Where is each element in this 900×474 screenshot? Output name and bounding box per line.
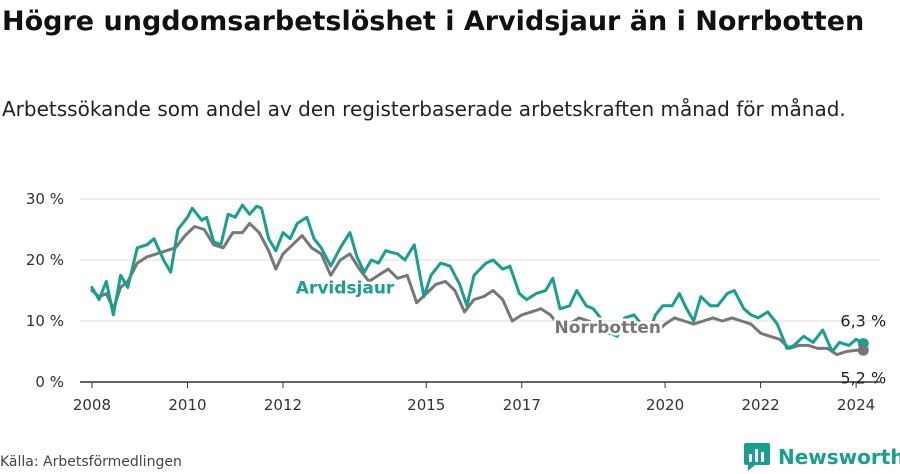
x-tick-label: 2010 [168,396,206,414]
gridlines [80,198,880,322]
newsworthy-logo-icon [744,443,770,471]
series-lines [90,203,869,357]
y-tick-label: 0 % [35,373,64,391]
x-tick-label: 2008 [73,396,111,414]
end-label-norrbotten: 5,2 % [840,368,886,387]
x-tick-label: 2024 [837,396,875,414]
series-line-norrbotten [90,221,865,357]
y-tick-label: 20 % [26,251,64,269]
series-label-norrbotten: Norrbotten [555,318,661,338]
source-note: Källa: Arbetsförmedlingen [0,454,182,470]
x-tick-label: 2015 [407,396,445,414]
x-tick-label: 2017 [503,396,541,414]
chart-title: Högre ungdomsarbetslöshet i Arvidsjaur ä… [2,6,865,37]
end-label-arvidsjaur: 6,3 % [840,312,886,331]
y-tick-label: 30 % [26,190,64,208]
brand-name: Newsworthy [778,445,900,469]
x-tick-label: 2020 [646,396,684,414]
end-point-norrbotten [857,344,869,356]
chart-subtitle: Arbetssökande som andel av den registerb… [2,97,846,121]
brand-logo[interactable]: Newsworthy [744,442,900,472]
y-axis-ticks: 0 % 10 % 20 % 30 % [26,190,64,391]
x-tick-label: 2022 [742,396,780,414]
x-tick-label: 2012 [264,396,302,414]
series-label-arvidsjaur: Arvidsjaur [296,278,395,298]
y-tick-label: 10 % [26,312,64,330]
x-axis: 2008 2010 2012 2015 2017 2020 2022 2024 [73,381,880,414]
series-line-arvidsjaur [90,203,865,353]
series-labels: 6,3 % 5,2 % Arvidsjaur Norrbotten [293,276,886,387]
